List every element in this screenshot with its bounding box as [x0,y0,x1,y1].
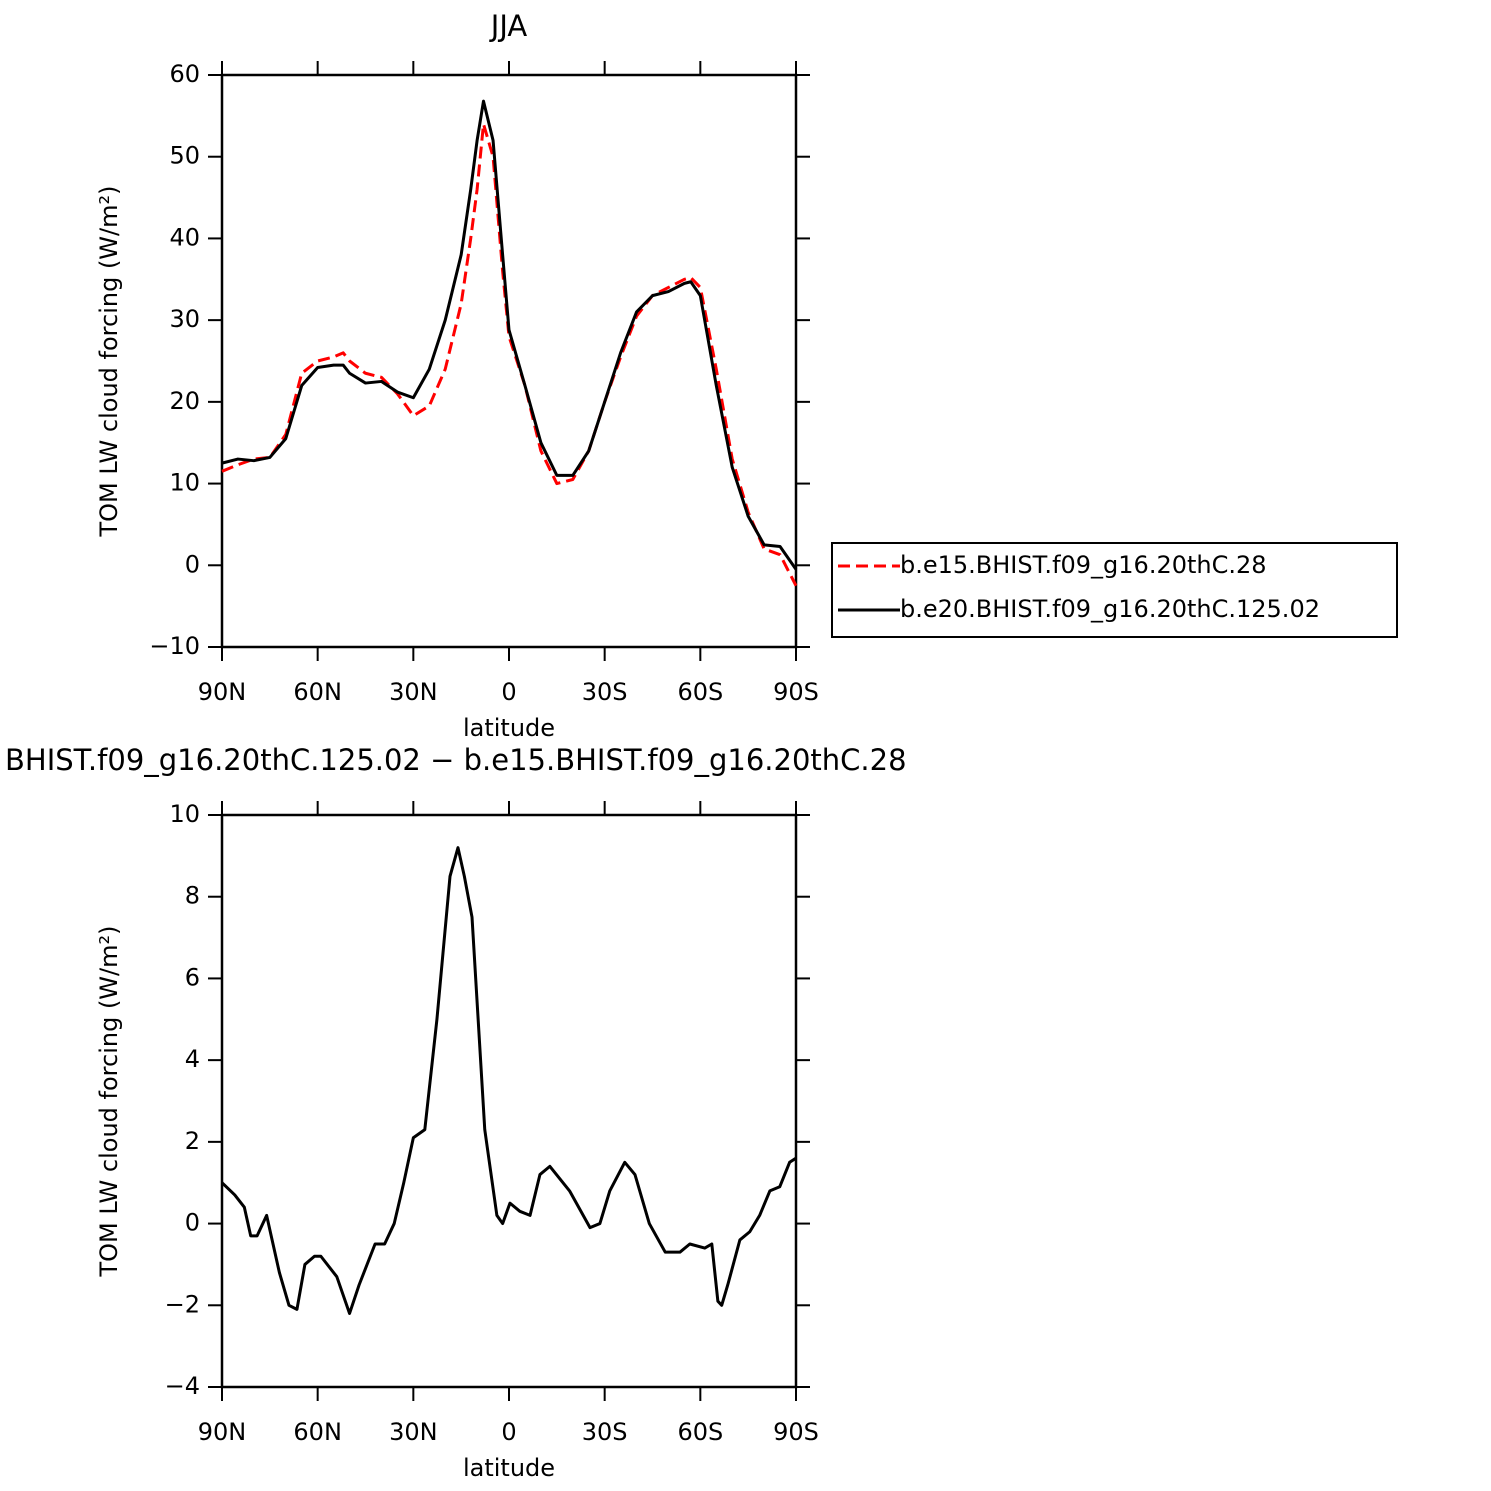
y-tick-label: −4 [165,1372,200,1400]
y-tick-label: 2 [185,1127,200,1155]
legend-label: b.e20.BHIST.f09_g16.20thC.125.02 [900,595,1320,623]
y-tick-label: 50 [169,142,200,170]
y-tick-label: 10 [169,800,200,828]
x-tick-label: 0 [501,1418,516,1446]
y-tick-label: 40 [169,223,200,251]
x-tick-label: 60N [293,678,342,706]
plot-frame [220,73,798,649]
y-tick-label: 30 [169,305,200,333]
y-tick-label: 4 [185,1045,200,1073]
x-tick-label: 90N [198,678,247,706]
x-tick-label: 90S [773,1418,819,1446]
y-tick-label: 6 [185,963,200,991]
y-axis-label: TOM LW cloud forcing (W/m²) [95,926,123,1278]
y-tick-label: 20 [169,387,200,415]
data-line [221,99,798,571]
x-tick-label: 90N [198,1418,247,1446]
x-tick-label: 30N [389,678,438,706]
y-tick-label: 10 [169,469,200,497]
x-tick-label: 0 [501,678,516,706]
x-tick-label: 30N [389,1418,438,1446]
plot-frame [220,813,798,1389]
chart-title: BHIST.f09_g16.20thC.125.02 − b.e15.BHIST… [5,743,907,777]
x-axis-label: latitude [463,714,555,742]
y-tick-label: 8 [185,882,200,910]
x-axis-label: latitude [463,1454,555,1482]
x-tick-label: 30S [582,1418,628,1446]
x-tick-label: 60S [677,678,723,706]
legend-label: b.e15.BHIST.f09_g16.20thC.28 [900,551,1267,579]
legend-box [831,542,1398,638]
y-tick-label: 0 [185,550,200,578]
data-line [220,846,797,1315]
y-tick-label: 0 [185,1209,200,1237]
x-tick-label: 30S [582,678,628,706]
chart-title: JJA [489,9,528,43]
x-tick-label: 90S [773,678,819,706]
y-axis-label: TOM LW cloud forcing (W/m²) [95,186,123,538]
y-tick-label: 60 [169,60,200,88]
y-tick-label: −10 [149,632,200,660]
y-tick-label: −2 [165,1290,200,1318]
x-tick-label: 60S [677,1418,723,1446]
x-tick-label: 60N [293,1418,342,1446]
